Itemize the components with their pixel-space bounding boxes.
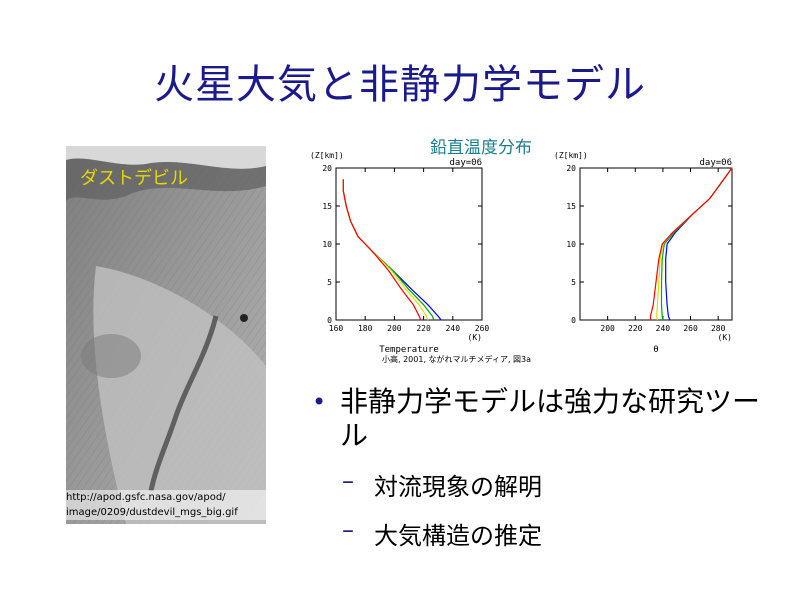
- figure-title: 鉛直温度分布: [430, 138, 532, 158]
- dash-icon: –: [342, 467, 354, 495]
- dust-devil-photo: ダストデビル http://apod.gsfc.nasa.gov/apod/ i…: [66, 146, 266, 524]
- y-axis-label: (Z[km]): [310, 151, 344, 160]
- x-tick-label: 180: [358, 324, 373, 333]
- x-tick-label: 260: [475, 324, 490, 333]
- dash-icon: –: [342, 516, 354, 544]
- y-tick-label: 20: [566, 164, 576, 173]
- series-line: [342, 179, 429, 321]
- x-tick-label: 200: [600, 324, 615, 333]
- series-line: [665, 167, 733, 321]
- x-tick-label: 200: [387, 324, 402, 333]
- y-tick-label: 0: [571, 316, 576, 325]
- x-unit-label: (K): [468, 333, 482, 342]
- sub-bullet-text: 大気構造の推定: [374, 522, 542, 550]
- x-axis-label: θ: [653, 345, 658, 355]
- x-tick-label: 220: [416, 324, 431, 333]
- mars-surface-image: [66, 146, 266, 524]
- series-line: [342, 179, 442, 321]
- figure-credit: 小高, 2001, ながれマルチメディア, 図3a: [382, 355, 532, 364]
- y-tick-label: 0: [327, 316, 332, 325]
- series-line: [656, 167, 733, 321]
- x-tick-label: 220: [628, 324, 643, 333]
- bullet-main-text: 非静力学モデルは強力な研究ツール: [340, 385, 761, 452]
- y-tick-label: 10: [566, 240, 576, 249]
- x-tick-label: 240: [446, 324, 461, 333]
- chart-title: day=06: [449, 158, 482, 168]
- photo-source-url: http://apod.gsfc.nasa.gov/apod/ image/02…: [66, 490, 266, 520]
- photo-url-line1: http://apod.gsfc.nasa.gov/apod/: [66, 492, 226, 503]
- sub-bullet-item: – 大気構造の推定: [342, 516, 782, 551]
- y-tick-label: 5: [571, 278, 576, 287]
- chart-title: day=06: [699, 158, 732, 168]
- plot-frame: [335, 167, 483, 321]
- series-line: [342, 179, 435, 321]
- y-tick-label: 10: [322, 240, 332, 249]
- sub-bullet-item: – 対流現象の解明: [342, 467, 782, 502]
- x-tick-label: 240: [656, 324, 671, 333]
- x-axis-label: Temperature: [379, 345, 439, 355]
- dust-devil-label: ダストデビル: [80, 168, 188, 189]
- bullet-item: • 非静力学モデルは強力な研究ツール: [312, 385, 782, 453]
- x-unit-label: (K): [718, 333, 732, 342]
- y-axis-label: (Z[km]): [554, 151, 588, 160]
- plot-frame: [579, 167, 733, 321]
- x-tick-label: 260: [683, 324, 698, 333]
- bullet-dot-icon: •: [312, 388, 327, 416]
- theta-chart: 200 220 240 260 280 0 5 10 15 20 (Z[km]) day=06 (K) θ: [540, 148, 750, 362]
- y-tick-label: 15: [566, 202, 576, 211]
- temperature-chart: 160 180 200 220 240 260 0 5 10 15 20 (Z[km]) day=06 (…: [296, 148, 496, 362]
- series-line: [342, 179, 422, 321]
- x-tick-label: 280: [711, 324, 726, 333]
- series-line: [660, 167, 733, 321]
- theta-chart-svg: 200 220 240 260 280 0 5 10 15 20 (Z[km]) day=06 (K) θ: [554, 151, 733, 355]
- y-tick-label: 20: [322, 164, 332, 173]
- series-line: [649, 167, 733, 320]
- y-tick-label: 5: [327, 278, 332, 287]
- bullet-list: • 非静力学モデルは強力な研究ツール – 対流現象の解明 – 大気構造の推定: [312, 385, 782, 551]
- x-tick-label: 160: [329, 324, 344, 333]
- sub-bullet-text: 対流現象の解明: [374, 473, 542, 501]
- slide-title: 火星大気と非静力学モデル: [154, 62, 646, 108]
- photo-url-line2: image/0209/dustdevil_mgs_big.gif: [66, 507, 238, 518]
- temperature-chart-svg: 160 180 200 220 240 260 0 5 10 15 20 (Z[km]) day=06 (…: [310, 151, 490, 355]
- y-tick-label: 15: [322, 202, 332, 211]
